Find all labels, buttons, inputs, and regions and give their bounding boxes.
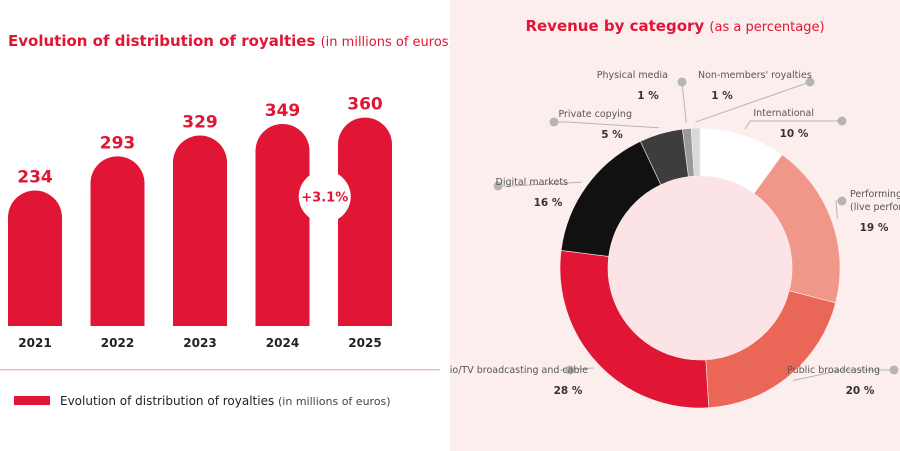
bar-value-label-2022: 293 (100, 133, 136, 153)
slice-value-performing-arts-live-performances: 19 % (860, 222, 889, 234)
bar-value-label-2025: 360 (347, 95, 383, 115)
slice-label-private-copying: Private copying (558, 109, 632, 120)
slice-value-international: 10 % (780, 128, 809, 140)
leader-line-physical-media (681, 81, 687, 123)
legend-unit: (in millions of euros) (278, 395, 391, 408)
bar-value-label-2023: 329 (182, 113, 218, 133)
bar-2021 (8, 190, 62, 326)
leader-line-private-copying (554, 121, 660, 129)
x-tick-label-2021: 2021 (18, 336, 51, 350)
leader-dot-physical-media (677, 77, 687, 87)
donut-chart-title-main: Revenue by category (525, 17, 709, 35)
slice-value-non-members-royalties: 1 % (711, 90, 733, 102)
leader-line-international (744, 120, 842, 130)
x-tick-label-2024: 2024 (266, 336, 299, 350)
slice-value-physical-media: 1 % (637, 90, 659, 102)
donut-chart-title: Revenue by category (as a percentage) (525, 17, 824, 35)
slice-non-members-royalties (690, 127, 701, 177)
slice-value-radio-tv-broadcasting-and-cable: 28 % (554, 385, 583, 397)
leader-line-digital-markets (498, 181, 582, 187)
revenue-donut-chart: Revenue by category (as a percentage) Int… (450, 17, 900, 409)
bar-chart-separator (0, 369, 440, 371)
royalties-bar-chart-panel: Evolution of distribution of royalties (… (0, 32, 450, 408)
royalties-bar-chart: Evolution of distribution of royalties (… (0, 32, 450, 408)
leader-dot-international (837, 116, 847, 126)
slice-label-radio-tv-broadcasting-and-cable: Radio/TV broadcasting and cable (450, 365, 588, 376)
leader-dot-performing-arts-live-performances (837, 196, 847, 206)
donut-chart-title-unit: (as a percentage) (709, 20, 824, 35)
legend-label: Evolution of distribution of royalties (60, 394, 278, 408)
slice-label-non-members-royalties: Non-members' royalties (698, 70, 812, 81)
bar-chart-title-main: Evolution of distribution of royalties (8, 32, 321, 50)
x-tick-label-2022: 2022 (101, 336, 134, 350)
x-tick-label-2023: 2023 (183, 336, 216, 350)
slice-label-performing-arts-live-performances: Performing arts (850, 189, 900, 200)
bar-value-label-2021: 234 (17, 168, 53, 188)
slice-value-digital-markets: 16 % (534, 197, 563, 209)
leader-dot-digital-markets (493, 181, 503, 191)
x-tick-label-2025: 2025 (348, 336, 381, 350)
leader-dot-public-broadcasting (889, 365, 899, 375)
leader-line-non-members-royalties (695, 81, 811, 123)
bar-2025 (338, 117, 392, 326)
slice-label-international: International (753, 108, 814, 119)
slice-label-digital-markets: Digital markets (496, 177, 569, 188)
legend-swatch (14, 396, 50, 405)
bar-chart-title-unit: (in millions of euros) (321, 35, 450, 50)
leader-dot-non-members-royalties (805, 77, 815, 87)
revenue-donut-chart-panel: Revenue by category (as a percentage) Int… (450, 0, 900, 451)
legend-text: Evolution of distribution of royalties (… (60, 394, 391, 408)
slice-label-physical-media: Physical media (597, 70, 668, 81)
leader-dot-private-copying (549, 117, 559, 127)
bar-chart-title: Evolution of distribution of royalties (… (8, 32, 450, 50)
slice-label-public-broadcasting: Public broadcasting (787, 365, 880, 376)
bar-2023 (173, 135, 227, 326)
donut-hole (608, 176, 792, 360)
slice-value-private-copying: 5 % (601, 129, 623, 141)
bar-value-label-2024: 349 (265, 101, 301, 121)
growth-annotation: +3.1% (301, 191, 348, 206)
growth-badge (298, 170, 351, 223)
bar-2024 (255, 123, 310, 326)
leader-dot-radio-tv-broadcasting-and-cable (565, 365, 575, 375)
slice-value-public-broadcasting: 20 % (846, 385, 875, 397)
slice-label-performing-arts-live-performances-line2: (live perfomances) (850, 202, 900, 213)
bar-2022 (90, 156, 145, 326)
leader-line-public-broadcasting (792, 369, 894, 381)
